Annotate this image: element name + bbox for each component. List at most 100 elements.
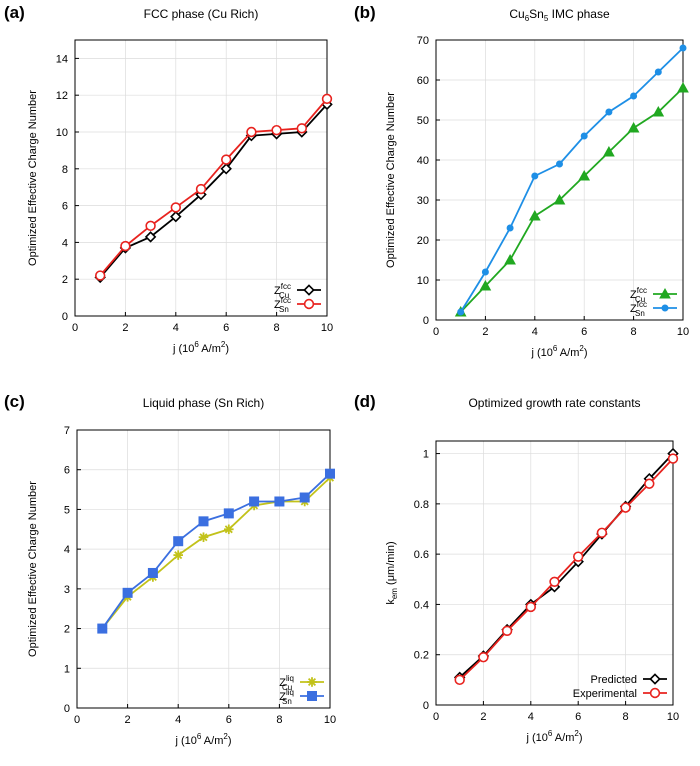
y-tick-label: 2 <box>64 624 70 636</box>
chart-d: (d) Optimized growth rate constants 0 2 4 6 8 1… <box>354 392 679 744</box>
x-tick-label: 6 <box>223 322 229 334</box>
series-2 <box>97 468 335 634</box>
data-point <box>553 193 566 205</box>
data-point <box>652 105 665 117</box>
y-tick-label: 0 <box>62 311 68 323</box>
data-point <box>97 623 108 634</box>
series-line <box>459 452 674 679</box>
y-axis-label: Optimized Effective Charge Number <box>385 92 397 268</box>
y-tick-label: 40 <box>417 155 429 167</box>
data-point <box>580 132 588 140</box>
x-tick-label: 4 <box>175 714 181 726</box>
x-tick-label: 2 <box>480 711 486 723</box>
y-tick-label: 12 <box>56 90 68 102</box>
plot-frame <box>74 39 328 317</box>
legend: Predicted Experimental <box>573 673 667 700</box>
y-tick-label: 4 <box>62 237 68 249</box>
y-tick-label: 70 <box>417 35 429 47</box>
x-tick-label: 8 <box>276 714 282 726</box>
data-point <box>605 108 613 116</box>
legend-label: Zfcc Sn <box>274 296 291 314</box>
y-tick-label: 0.4 <box>414 599 429 611</box>
x-tick-label: 2 <box>125 714 131 726</box>
x-tick-label: 4 <box>173 322 179 334</box>
data-point <box>299 492 310 503</box>
y-tick-label: 2 <box>62 274 68 286</box>
data-point <box>506 224 514 232</box>
legend-marker <box>303 284 315 296</box>
panel-a: (a) FCC phase (Cu Rich) 0 2 4 6 8 10 0 2 4 6 8 10 12 14… <box>0 0 350 383</box>
x-tick-label: 0 <box>72 322 78 334</box>
legend-marker <box>303 298 315 310</box>
y-tick-label: 0 <box>64 703 70 715</box>
x-tick-label: 8 <box>623 711 629 723</box>
y-tick-label: 10 <box>56 127 68 139</box>
data-point <box>274 496 285 507</box>
data-point <box>578 169 591 181</box>
data-point <box>246 126 257 138</box>
legend-marker <box>659 287 671 299</box>
legend-label: Zliq Sn <box>279 688 294 706</box>
y-tick-label: 60 <box>417 75 429 87</box>
series-1 <box>97 472 335 634</box>
y-tick-label: 50 <box>417 115 429 127</box>
y-tick-label: 0 <box>423 700 429 712</box>
x-tick-label: 2 <box>482 326 488 338</box>
chart-a: (a) FCC phase (Cu Rich) 0 2 4 6 8 10 0 2 4 6 8 10 12 14… <box>4 3 333 355</box>
grid <box>435 39 684 321</box>
y-axis-label: kem (μm/min) <box>385 541 399 604</box>
data-point <box>630 92 638 100</box>
legend-marker <box>661 304 669 312</box>
data-point <box>479 279 492 291</box>
x-tick-label: 4 <box>532 326 538 338</box>
x-tick-label: 0 <box>74 714 80 726</box>
x-tick-label: 10 <box>324 714 336 726</box>
data-point <box>223 508 234 519</box>
x-tick-label: 10 <box>667 711 679 723</box>
panel-label: (b) <box>354 3 376 22</box>
panel-c: (c) Liquid phase (Sn Rich) 0 2 4 6 8 10 0 1 2 3 4 5 6 7… <box>0 383 350 766</box>
data-point <box>677 81 689 93</box>
y-tick-label: 10 <box>417 275 429 287</box>
y-tick-label: 1 <box>64 663 70 675</box>
series-line <box>99 103 328 278</box>
data-point <box>679 44 687 52</box>
series-line <box>460 87 684 313</box>
x-tick-label: 10 <box>677 326 689 338</box>
series-2 <box>454 453 679 686</box>
series-line <box>99 98 328 277</box>
legend-marker <box>307 691 317 701</box>
chart-b: (b) Cu6Sn5 IMC phase 0 2 4 6 8 10 0 10 20 30 40 50 60 7… <box>354 3 689 359</box>
data-point <box>147 567 158 578</box>
y-tick-label: 1 <box>423 449 429 461</box>
data-point <box>198 532 209 543</box>
legend-label: Predicted <box>591 674 637 686</box>
y-tick-label: 0 <box>423 315 429 327</box>
data-point <box>198 516 209 527</box>
grid <box>76 429 331 709</box>
plot-frame <box>76 429 331 709</box>
y-tick-label: 0.8 <box>414 499 429 511</box>
data-point <box>620 502 631 513</box>
data-point <box>504 253 516 265</box>
grid <box>435 441 674 706</box>
data-point <box>531 172 539 180</box>
y-tick-label: 6 <box>62 201 68 213</box>
series-line <box>101 477 331 630</box>
series-line <box>101 473 331 630</box>
data-point <box>525 601 537 613</box>
data-point <box>644 478 655 489</box>
data-point <box>603 145 615 157</box>
y-tick-label: 0.2 <box>414 650 429 662</box>
data-point <box>454 674 465 686</box>
x-tick-label: 4 <box>528 711 534 723</box>
plot-frame <box>435 39 684 321</box>
data-point <box>556 160 563 168</box>
series-1 <box>454 81 689 317</box>
series-1 <box>94 98 333 284</box>
x-tick-label: 8 <box>274 322 280 334</box>
legend-label: Zfcc Cu <box>630 286 647 304</box>
x-tick-label: 10 <box>321 322 333 334</box>
x-axis-label: j (106 A/m2) <box>172 340 229 355</box>
